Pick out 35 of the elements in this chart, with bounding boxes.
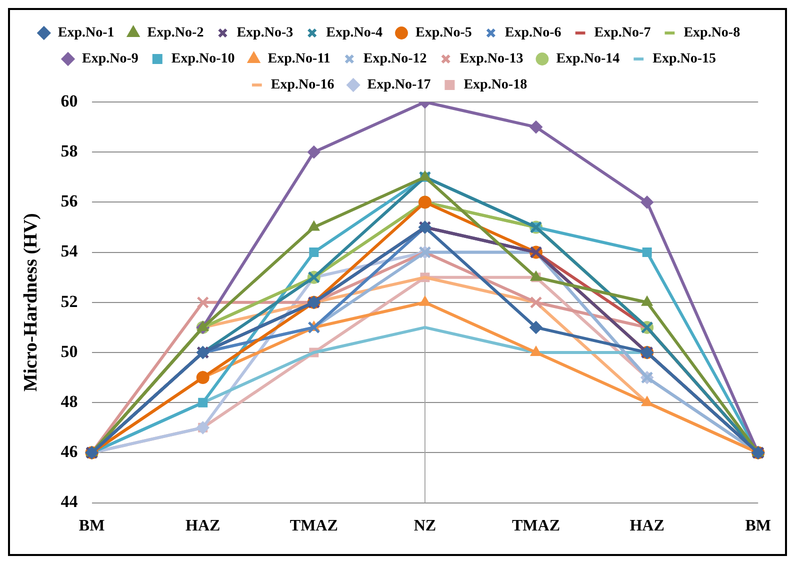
legend-label: Exp.No-11 [268,52,330,67]
x-tick-label: NZ [414,518,436,535]
legend-label: Exp.No-2 [147,26,204,41]
y-tick-label: 60 [60,91,78,110]
y-axis-title: Micro-Hardness (HV) [20,213,42,392]
x-tick-label: TMAZ [290,518,338,535]
legend-label: Exp.No-10 [171,52,235,67]
y-tick-label: 46 [60,442,78,462]
legend-label: Exp.No-5 [416,26,472,41]
legend-label: Exp.No-18 [464,78,528,93]
x-tick-label: HAZ [630,518,664,535]
legend-label: Exp.No-6 [504,26,562,41]
legend-label: Exp.No-1 [58,26,114,41]
legend-label: Exp.No-17 [367,78,431,93]
legend-label: Exp.No-12 [363,52,427,67]
y-tick-label: 56 [60,192,78,211]
legend-label: Exp.No-13 [460,52,524,67]
y-tick-label: 52 [60,292,78,311]
legend-label: Exp.No-3 [236,26,294,41]
legend-label: Exp.No-16 [270,78,334,93]
y-tick-label: 50 [60,342,78,361]
y-tick-label: 44 [60,492,78,512]
legend-label: Exp.No-8 [684,26,740,41]
x-tick-label: HAZ [186,518,220,535]
x-tick-label: BM [745,518,772,535]
legend-label: Exp.No-14 [556,52,620,67]
legend-label: Exp.No-4 [326,26,383,41]
legend-label: Exp.No-15 [652,52,716,67]
legend-label: Exp.No-9 [82,52,138,67]
y-tick-label: 48 [60,392,78,411]
y-tick-label: 54 [60,242,78,261]
y-tick-label: 58 [60,141,78,160]
x-tick-label: TMAZ [512,518,560,535]
x-tick-label: BM [78,518,105,535]
legend-label: Exp.No-7 [594,26,651,41]
